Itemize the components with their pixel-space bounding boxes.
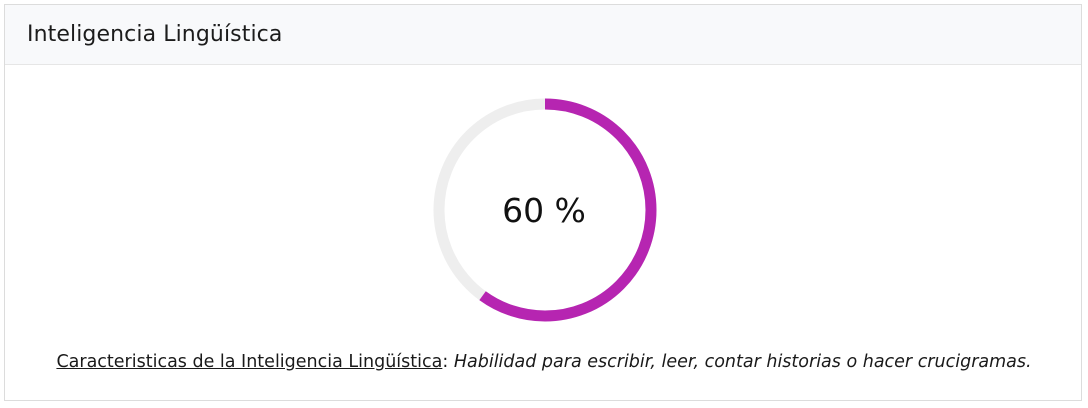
card-header: Inteligencia Lingüística bbox=[5, 5, 1081, 65]
progress-gauge: 60 % bbox=[429, 94, 661, 326]
description-separator: : bbox=[442, 352, 449, 372]
description-text: Habilidad para escribir, leer, contar hi… bbox=[453, 352, 1032, 372]
characteristics-link[interactable]: Caracteristicas de la Inteligencia Lingü… bbox=[56, 352, 443, 372]
intelligence-card: Inteligencia Lingüística 60 % Caracteris… bbox=[4, 4, 1082, 401]
gauge-svg bbox=[433, 98, 657, 322]
description-line: Caracteristicas de la Inteligencia Lingü… bbox=[5, 352, 1083, 372]
card-title: Inteligencia Lingüística bbox=[27, 22, 283, 47]
gauge-progress-arc bbox=[433, 98, 657, 322]
gauge-percent-label: 60 % bbox=[502, 190, 586, 230]
